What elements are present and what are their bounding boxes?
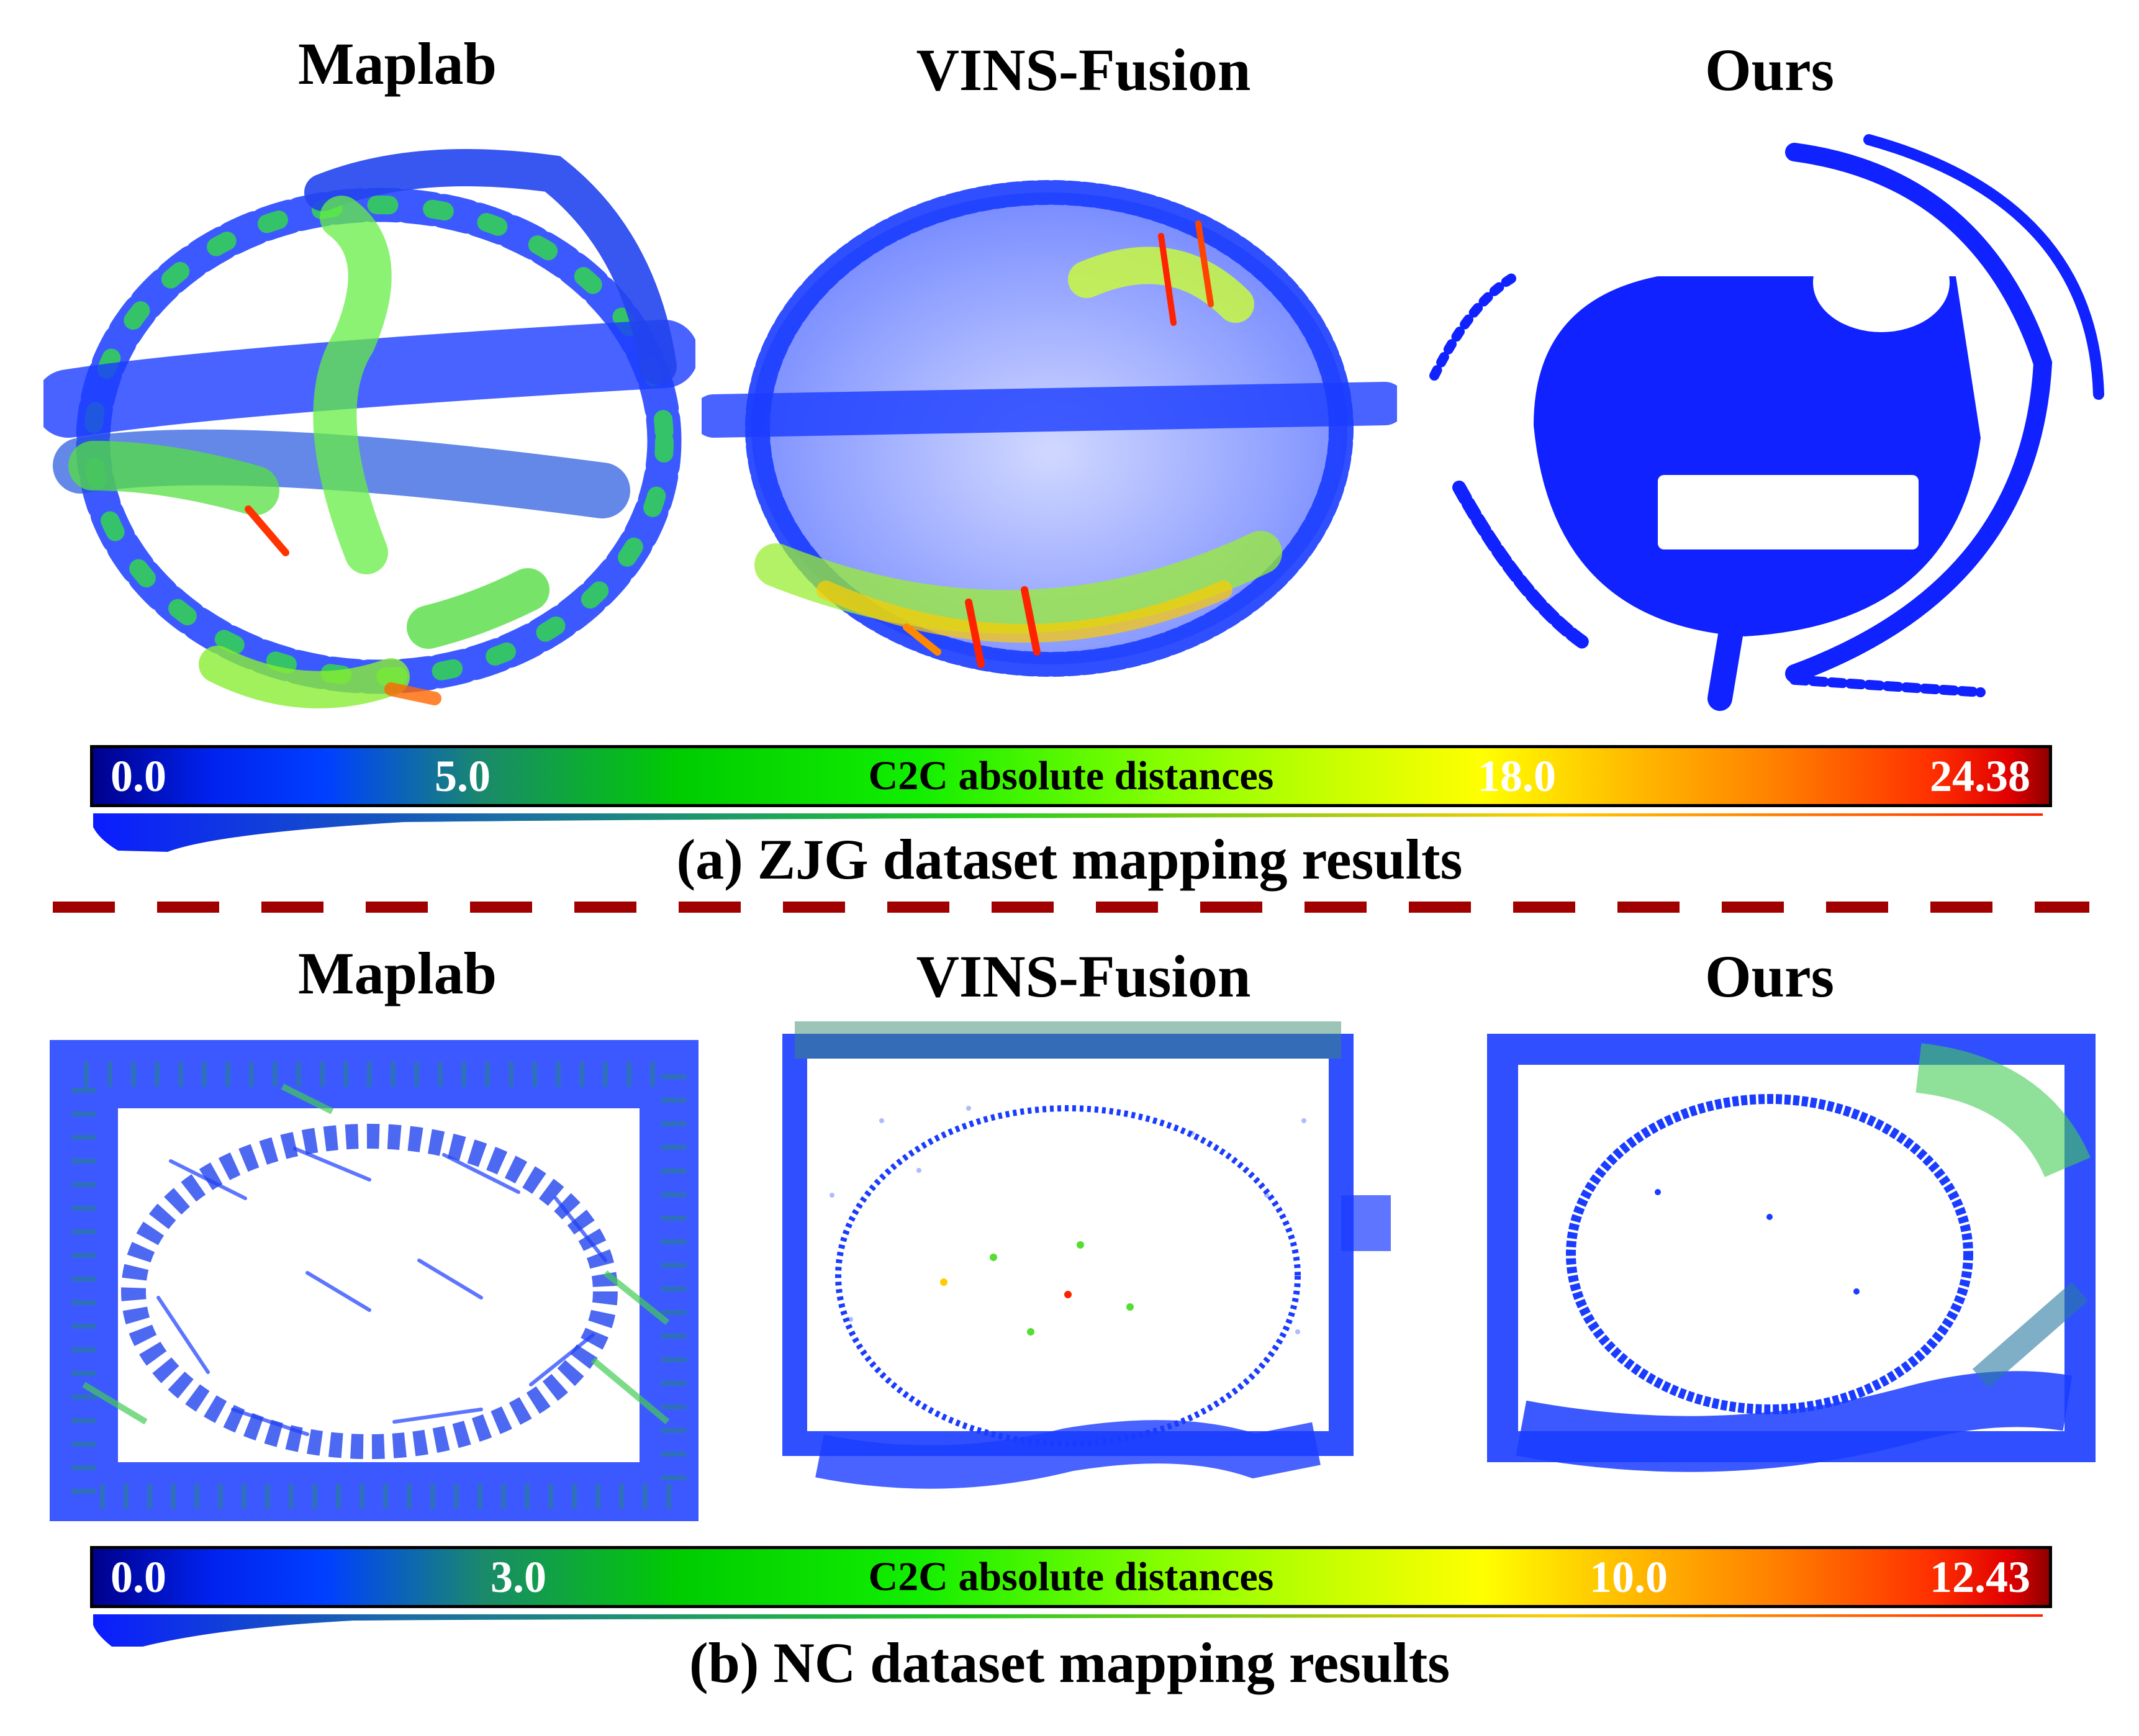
caption-b: (b) NC dataset mapping results <box>689 1631 1450 1694</box>
colorbar-a-title: C2C absolute distances <box>868 753 1274 798</box>
title-a-vins-fusion: VINS-Fusion <box>916 37 1251 103</box>
colorbar-a-max-label: 24.38 <box>1930 751 2030 801</box>
colorbar-b: 0.0 3.0 C2C absolute distances 10.0 12.4… <box>90 1546 2052 1608</box>
histogram-a <box>93 808 2043 852</box>
pointcloud-a-vins-fusion <box>702 118 1397 702</box>
colorbar-b-title: C2C absolute distances <box>868 1554 1274 1599</box>
title-b-maplab: Maplab <box>297 940 497 1006</box>
pointcloud-b-vins-fusion <box>757 1009 1428 1506</box>
title-b-vins-fusion: VINS-Fusion <box>916 943 1251 1010</box>
colorbar-a-tick1-label: 5.0 <box>435 751 491 801</box>
colorbar-b-max-label: 12.43 <box>1930 1552 2030 1602</box>
histogram-b <box>93 1609 2043 1653</box>
pointcloud-a-maplab <box>43 118 695 726</box>
title-a-ours: Ours <box>1704 37 1835 103</box>
colorbar-b-tick2-label: 10.0 <box>1590 1552 1668 1602</box>
colorbar-b-tick1-label: 3.0 <box>491 1552 546 1602</box>
pointcloud-a-ours <box>1422 115 2111 711</box>
pointcloud-b-maplab <box>47 1037 699 1521</box>
pointcloud-b-ours <box>1472 1031 2111 1496</box>
colorbar-a-tick2-label: 18.0 <box>1478 751 1556 801</box>
title-b-ours: Ours <box>1704 943 1835 1010</box>
colorbar-b-min-label: 0.0 <box>111 1552 166 1602</box>
section-divider <box>53 902 2089 913</box>
colorbar-a: 0.0 5.0 C2C absolute distances 18.0 24.3… <box>90 745 2052 807</box>
caption-a: (a) ZJG dataset mapping results <box>676 828 1463 891</box>
title-a-maplab: Maplab <box>297 30 497 97</box>
colorbar-a-min-label: 0.0 <box>111 751 166 801</box>
